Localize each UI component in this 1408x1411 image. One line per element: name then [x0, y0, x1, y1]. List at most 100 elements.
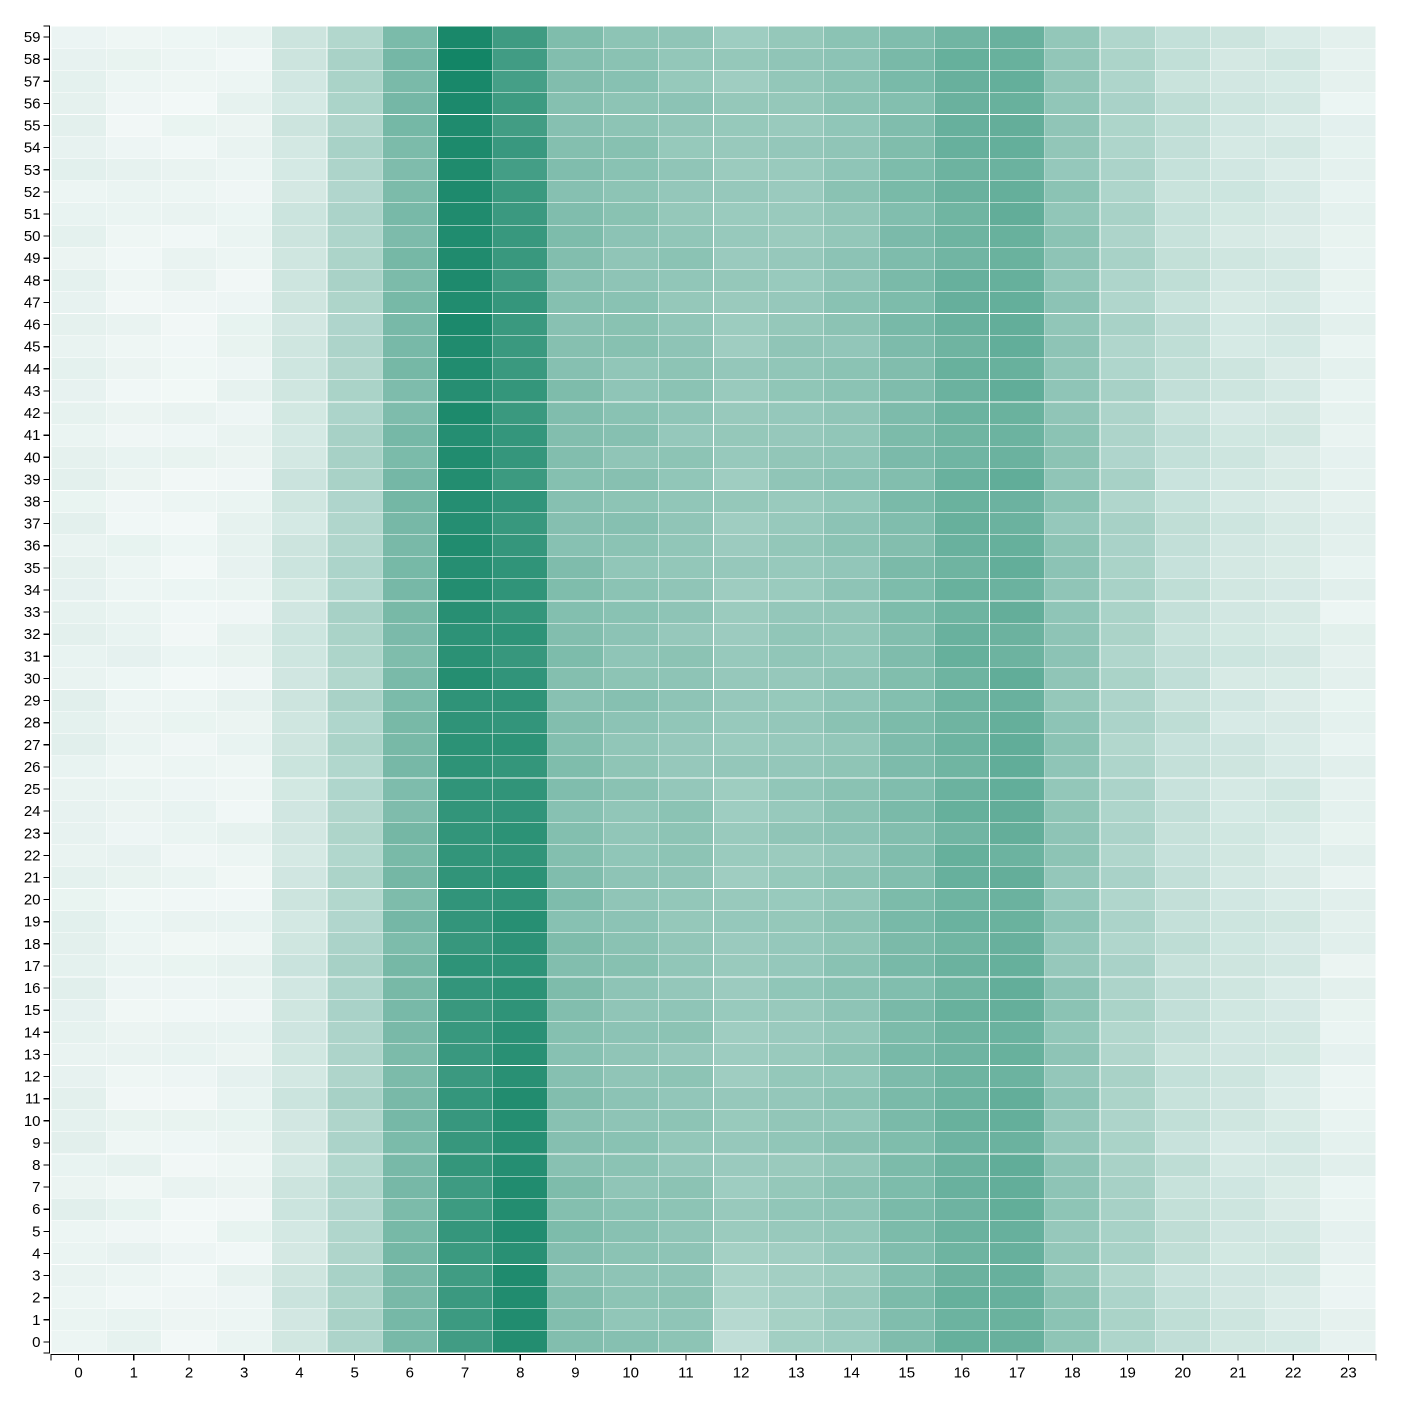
heatmap-cell [216, 268, 273, 292]
heatmap-cell [1154, 711, 1211, 735]
heatmap-cell [492, 1087, 549, 1111]
heatmap-cell [1099, 268, 1156, 292]
heatmap-cell [1099, 844, 1156, 867]
heatmap-cell [271, 998, 328, 1022]
heatmap-cell [768, 1220, 825, 1243]
heatmap-cell [50, 888, 107, 911]
heatmap-cell [271, 1065, 328, 1088]
heatmap-cell [989, 180, 1046, 204]
heatmap-cell [713, 468, 770, 491]
heatmap-cell [1265, 1087, 1322, 1111]
heatmap-cell [657, 1065, 714, 1088]
heatmap-cell [878, 445, 935, 469]
heatmap-cell [1044, 932, 1101, 956]
heatmap-cell [381, 357, 438, 381]
heatmap-cell [989, 1264, 1046, 1287]
heatmap-cell [1044, 246, 1101, 270]
heatmap-cell [989, 25, 1046, 49]
heatmap-cell [602, 976, 659, 1000]
heatmap-cell [713, 976, 770, 1000]
heatmap-cell [381, 1264, 438, 1287]
heatmap-cell [713, 888, 770, 911]
heatmap-cell [437, 357, 493, 381]
heatmap-cell [989, 1131, 1046, 1155]
heatmap-cell [1265, 1153, 1322, 1177]
heatmap-cell [271, 512, 328, 535]
y-axis: 0123456789101112131415161718192021222324… [24, 25, 51, 1354]
heatmap-cell [437, 25, 493, 49]
heatmap-cell [50, 1087, 107, 1111]
heatmap-cell [326, 291, 383, 314]
heatmap-cell [216, 1043, 273, 1066]
heatmap-cell [989, 534, 1046, 558]
heatmap-cell [105, 1175, 162, 1199]
heatmap-cell [437, 114, 493, 137]
heatmap-cell [713, 622, 770, 646]
x-tick-label: 1 [130, 1365, 138, 1382]
heatmap-cell [768, 866, 825, 889]
heatmap-cell [161, 1087, 217, 1111]
heatmap-cell [50, 423, 107, 447]
heatmap-cell [657, 335, 714, 359]
heatmap-cell [1210, 512, 1266, 535]
heatmap-cell [934, 733, 990, 757]
heatmap-cell [326, 998, 383, 1022]
heatmap-cell [326, 1043, 383, 1066]
y-tick-label: 55 [24, 118, 41, 135]
heatmap-cell [657, 910, 714, 934]
heatmap-cell [161, 180, 217, 204]
heatmap-cell [989, 357, 1046, 381]
heatmap-cell [437, 202, 493, 226]
heatmap-cell [1320, 92, 1377, 115]
heatmap-cell [1099, 1153, 1156, 1177]
heatmap-cell [216, 1131, 273, 1155]
heatmap-cell [1099, 821, 1156, 845]
x-tick-label: 8 [516, 1365, 524, 1382]
heatmap-cell [934, 445, 990, 469]
heatmap-cell [657, 644, 714, 668]
heatmap-cell [657, 1242, 714, 1265]
heatmap-cell [547, 1286, 604, 1310]
heatmap-cell [1154, 578, 1211, 602]
heatmap-cell [657, 202, 714, 226]
heatmap-cell [492, 866, 549, 889]
heatmap-cell [161, 1330, 217, 1354]
heatmap-cell [934, 755, 990, 779]
heatmap-cell [989, 47, 1046, 71]
heatmap-cell [823, 844, 880, 867]
heatmap-cell [216, 844, 273, 867]
heatmap-cell [271, 1043, 328, 1066]
heatmap-cell [934, 1131, 990, 1155]
heatmap-cell [1210, 777, 1266, 801]
heatmap-cell [381, 69, 438, 93]
heatmap-cell [823, 1286, 880, 1310]
heatmap-cell [492, 1264, 549, 1287]
heatmap-cell [1044, 866, 1101, 889]
heatmap-cell [1044, 1153, 1101, 1177]
heatmap-cell [1320, 268, 1377, 292]
heatmap-cell [1320, 224, 1377, 248]
heatmap-cell [768, 335, 825, 359]
heatmap-cell [878, 25, 935, 49]
heatmap-cell [713, 711, 770, 735]
heatmap-cell [768, 47, 825, 71]
heatmap-cell [326, 158, 383, 182]
heatmap-cell [1320, 932, 1377, 956]
heatmap-cell [1265, 313, 1322, 336]
heatmap-cell [878, 291, 935, 314]
heatmap-cell [105, 578, 162, 602]
heatmap-cell [50, 1175, 107, 1199]
heatmap-cell [437, 92, 493, 115]
heatmap-cell [1099, 711, 1156, 735]
heatmap-cell [216, 888, 273, 911]
heatmap-cell [713, 755, 770, 779]
heatmap-cell [271, 622, 328, 646]
heatmap-cell [50, 114, 107, 137]
heatmap-cell [1154, 1242, 1211, 1265]
heatmap-cell [823, 1131, 880, 1155]
heatmap-cell [216, 866, 273, 889]
heatmap-cell [1044, 379, 1101, 403]
heatmap-cell [50, 357, 107, 381]
heatmap-cell [437, 1109, 493, 1133]
heatmap-cell [768, 114, 825, 137]
